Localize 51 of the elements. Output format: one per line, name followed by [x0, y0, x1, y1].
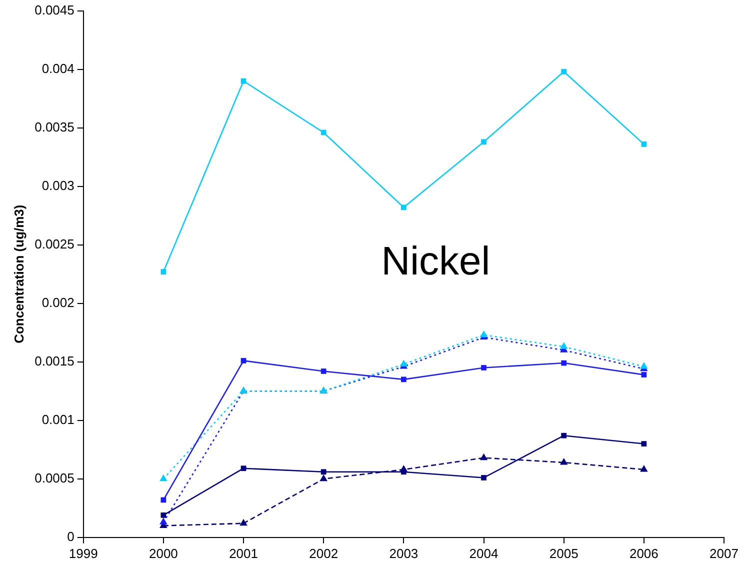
- y-axis-title: Concentration (ug/m3): [11, 204, 26, 344]
- x-tick-label: 2005: [549, 546, 578, 561]
- point: [640, 362, 648, 369]
- y-tick-label: 0.003: [42, 178, 74, 193]
- x-tick-label: 2003: [389, 546, 418, 561]
- x-tick-label: 2007: [710, 546, 738, 561]
- point: [320, 368, 326, 374]
- point: [400, 204, 406, 210]
- y-tick-label: 0.0045: [34, 2, 74, 18]
- y-tick-label: 0.0035: [34, 119, 74, 134]
- point: [640, 465, 648, 472]
- point: [240, 518, 248, 526]
- x-tick-label: 2001: [229, 546, 258, 561]
- point: [400, 360, 408, 366]
- point: [561, 432, 567, 438]
- y-tick-label: 0.001: [42, 412, 74, 427]
- point: [160, 518, 168, 524]
- x-tick-label: 1999: [68, 546, 98, 561]
- point: [400, 376, 406, 382]
- point: [160, 269, 166, 274]
- y-tick-label: 0: [67, 528, 74, 544]
- point: [641, 372, 647, 378]
- x-tick-label: 2002: [309, 546, 338, 561]
- point: [480, 330, 488, 338]
- point: [561, 360, 567, 366]
- y-tick-label: 0.0015: [34, 353, 74, 368]
- x-tick-label: 2004: [469, 546, 498, 561]
- point: [240, 358, 246, 364]
- point: [641, 441, 647, 446]
- point: [480, 453, 488, 460]
- point: [481, 475, 486, 480]
- point: [240, 466, 246, 472]
- y-tick-label: 0.0005: [34, 470, 74, 486]
- point: [160, 474, 168, 482]
- point: [561, 68, 567, 74]
- annotation: Nickel: [381, 240, 490, 284]
- x-tick-label: 2006: [629, 546, 658, 561]
- x-tick-label: 2000: [148, 546, 178, 561]
- point: [481, 139, 486, 145]
- point: [160, 512, 166, 518]
- y-tick-label: 0.0025: [34, 236, 74, 252]
- point: [641, 142, 647, 147]
- point: [400, 469, 406, 475]
- y-tick-label: 0.002: [42, 294, 74, 310]
- point: [560, 342, 568, 349]
- point: [560, 458, 568, 465]
- point: [320, 469, 326, 475]
- point: [320, 130, 326, 136]
- point: [320, 474, 328, 482]
- point: [481, 365, 486, 370]
- y-tick-label: 0.004: [42, 60, 74, 76]
